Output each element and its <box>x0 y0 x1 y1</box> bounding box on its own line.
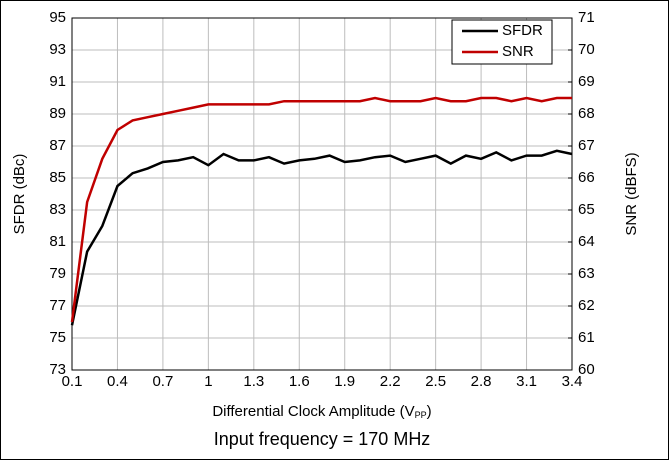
y2-tick-label: 60 <box>578 361 595 378</box>
y-tick-label: 75 <box>49 329 66 346</box>
x-axis-label: Differential Clock Amplitude (VPP) <box>212 403 431 420</box>
y-tick-label: 93 <box>49 41 66 58</box>
y2-tick-label: 63 <box>578 265 595 282</box>
x-tick-label: 1.9 <box>334 373 355 390</box>
y2-tick-label: 70 <box>578 41 595 58</box>
y-tick-label: 83 <box>49 201 66 218</box>
y-tick-label: 85 <box>49 169 66 186</box>
y2-tick-label: 61 <box>578 329 595 346</box>
y2-tick-label: 71 <box>578 9 595 26</box>
y2-tick-label: 68 <box>578 105 595 122</box>
y-tick-label: 95 <box>49 9 66 26</box>
x-tick-label: 0.1 <box>62 373 83 390</box>
x-tick-label: 0.4 <box>107 373 128 390</box>
y2-tick-label: 64 <box>578 233 595 250</box>
y-tick-label: 77 <box>49 297 66 314</box>
x-tick-label: 1.3 <box>243 373 264 390</box>
x-tick-label: 2.5 <box>425 373 446 390</box>
series-line <box>70 149 573 326</box>
y2-tick-label: 69 <box>578 73 595 90</box>
x-label-close: ) <box>427 403 432 420</box>
y-tick-label: 91 <box>49 73 66 90</box>
legend-label: SFDR <box>502 22 543 39</box>
x-tick-label: 1 <box>204 373 212 390</box>
legend-box <box>451 19 553 65</box>
y-axis-label: SFDR (dBc) <box>11 154 28 235</box>
x-tick-label: 3.4 <box>562 373 583 390</box>
y-tick-label: 73 <box>49 361 66 378</box>
x-tick-label: 2.8 <box>471 373 492 390</box>
x-tick-label: 0.7 <box>152 373 173 390</box>
y-tick-label: 79 <box>49 265 66 282</box>
x-label-main: Differential Clock Amplitude (V <box>212 403 414 420</box>
plot-border <box>71 17 573 371</box>
x-label-subscript: PP <box>415 410 427 420</box>
y2-tick-label: 66 <box>578 169 595 186</box>
legend-label: SNR <box>502 43 534 60</box>
y-tick-label: 81 <box>49 233 66 250</box>
y-tick-label: 87 <box>49 137 66 154</box>
y2-tick-label: 62 <box>578 297 595 314</box>
caption: Input frequency = 170 MHz <box>214 429 431 449</box>
x-tick-label: 1.6 <box>289 373 310 390</box>
series-line <box>70 96 572 323</box>
y2-tick-label: 67 <box>578 137 595 154</box>
x-tick-label: 2.2 <box>380 373 401 390</box>
x-tick-label: 3.1 <box>516 373 537 390</box>
y2-tick-label: 65 <box>578 201 595 218</box>
y-tick-label: 89 <box>49 105 66 122</box>
y2-axis-label: SNR (dBFS) <box>623 152 640 235</box>
